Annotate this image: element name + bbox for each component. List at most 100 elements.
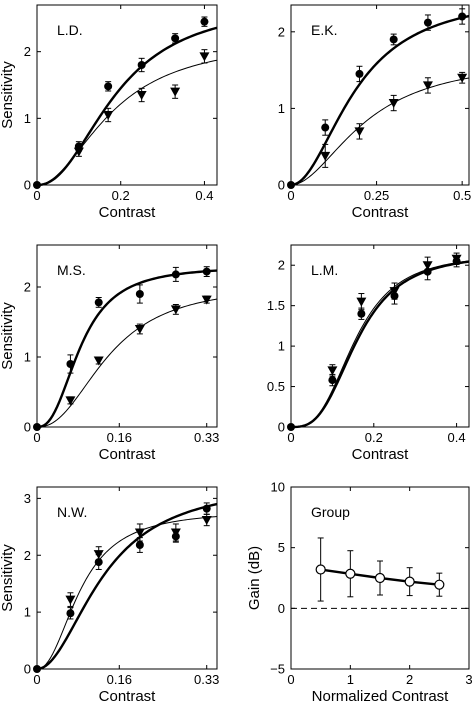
y-tick-label: 10 <box>271 480 285 495</box>
series-2 <box>290 252 470 428</box>
x-tick-label: 1 <box>347 672 354 687</box>
fit-curve-thin <box>36 516 218 670</box>
data-point-triangle <box>422 81 433 91</box>
data-point-triangle <box>93 550 104 560</box>
data-point-triangle <box>451 254 462 264</box>
series-1 <box>33 502 218 673</box>
data-point-circle <box>135 290 144 298</box>
data-point-triangle <box>73 147 84 157</box>
data-point-triangle <box>327 366 338 376</box>
fit-curve-thick <box>290 14 470 187</box>
data-point-triangle <box>388 99 399 109</box>
data-point-triangle <box>134 325 145 334</box>
y-tick-label: 1 <box>24 111 31 126</box>
x-tick-label: 0.33 <box>194 430 219 445</box>
data-point-triangle <box>136 91 147 100</box>
data-point-triangle <box>134 528 145 538</box>
data-point-circle <box>66 360 75 368</box>
data-point-circle <box>355 69 364 78</box>
fit-curve-thin <box>290 77 470 186</box>
x-tick-label: 0 <box>287 430 294 445</box>
data-point-open-circle <box>374 572 386 584</box>
data-point-circle <box>423 18 432 27</box>
y-axis-label: Sensitivity <box>0 544 16 612</box>
data-point-triangle <box>65 396 76 406</box>
data-point-circle <box>389 35 398 44</box>
data-point-triangle <box>170 528 181 538</box>
data-point-circle <box>94 558 103 567</box>
y-tick-label: 2 <box>278 24 285 39</box>
y-tick-label: 0 <box>278 178 285 193</box>
data-point-circle <box>458 12 467 21</box>
data-point-circle <box>321 123 330 132</box>
x-axis-label: Contrast <box>352 446 410 463</box>
x-axis-label: Contrast <box>99 204 157 221</box>
panel-label: E.K. <box>311 22 337 38</box>
fit-curve-thin <box>36 59 218 186</box>
y-tick-label: 1 <box>24 605 31 620</box>
series-1 <box>33 266 218 431</box>
axes-frame <box>290 4 470 186</box>
fit-curve-thick <box>36 502 218 671</box>
data-point-circle <box>171 270 180 279</box>
y-tick-label: 2 <box>24 44 31 59</box>
y-tick-label: 0 <box>278 601 285 616</box>
y-tick-label: 5 <box>278 540 285 555</box>
panel-label: M.S. <box>57 262 86 278</box>
data-point-circle <box>104 82 113 91</box>
data-point-triangle <box>65 595 76 605</box>
x-axis-label: Normalized Contrast <box>312 688 450 705</box>
x-tick-label: 0.16 <box>107 672 132 687</box>
series-2 <box>36 513 218 670</box>
y-tick-label: −5 <box>270 662 285 677</box>
data-point-circle <box>202 267 211 276</box>
series-1 <box>33 16 218 189</box>
panel-label: N.W. <box>57 504 87 520</box>
series-1 <box>315 537 445 602</box>
axes-frame <box>36 244 218 428</box>
x-axis-label: Contrast <box>352 204 410 221</box>
panel-1: 0 0.2 0.4 0 1 2 Contrast Sensitivity L.D. <box>0 4 218 221</box>
data-point-triangle <box>93 356 104 366</box>
data-point-open-circle <box>345 568 356 579</box>
x-tick-label: 0 <box>287 188 294 203</box>
x-tick-label: 0 <box>33 672 40 687</box>
fit-curve-thick <box>36 26 218 187</box>
data-point-triangle <box>356 297 367 307</box>
data-point-circle <box>94 298 103 307</box>
y-tick-label: 3 <box>24 491 31 506</box>
y-axis-label: Gain (dB) <box>246 546 263 610</box>
y-axis-label: Sensitivity <box>0 302 16 370</box>
data-point-open-circle <box>434 579 445 590</box>
y-tick-label: 2 <box>24 280 31 295</box>
y-tick-label: 2 <box>278 258 285 273</box>
data-point-triangle <box>422 261 433 271</box>
data-point-circle <box>200 17 209 26</box>
data-point-triangle <box>201 515 212 525</box>
data-point-circle <box>135 541 144 550</box>
series-2 <box>290 71 470 186</box>
x-tick-label: 0.2 <box>365 430 383 445</box>
x-tick-label: 0.4 <box>195 188 213 203</box>
x-tick-label: 0.33 <box>194 672 219 687</box>
y-tick-label: 0 <box>24 662 31 677</box>
x-tick-label: 0.5 <box>453 188 471 203</box>
data-point-triangle <box>170 305 181 315</box>
data-point-triangle <box>170 87 181 97</box>
data-point-triangle <box>201 295 212 305</box>
y-tick-label: 2 <box>24 548 31 563</box>
data-point-triangle <box>354 127 365 137</box>
data-point-circle <box>328 376 337 385</box>
panel-label: L.M. <box>311 262 338 278</box>
fit-curve-thin <box>290 260 470 428</box>
y-tick-label: 0 <box>278 420 285 435</box>
axes-frame <box>290 244 470 428</box>
x-tick-label: 3 <box>465 672 472 687</box>
data-point-circle <box>171 34 180 43</box>
panel-label: Group <box>311 504 350 520</box>
y-axis-label: Sensitivity <box>0 61 16 129</box>
panel-2: 0 0.25 0.5 0 1 2 Contrast E.K. <box>278 4 471 221</box>
x-axis-label: Contrast <box>99 446 157 463</box>
fit-curve-thin <box>36 298 218 428</box>
